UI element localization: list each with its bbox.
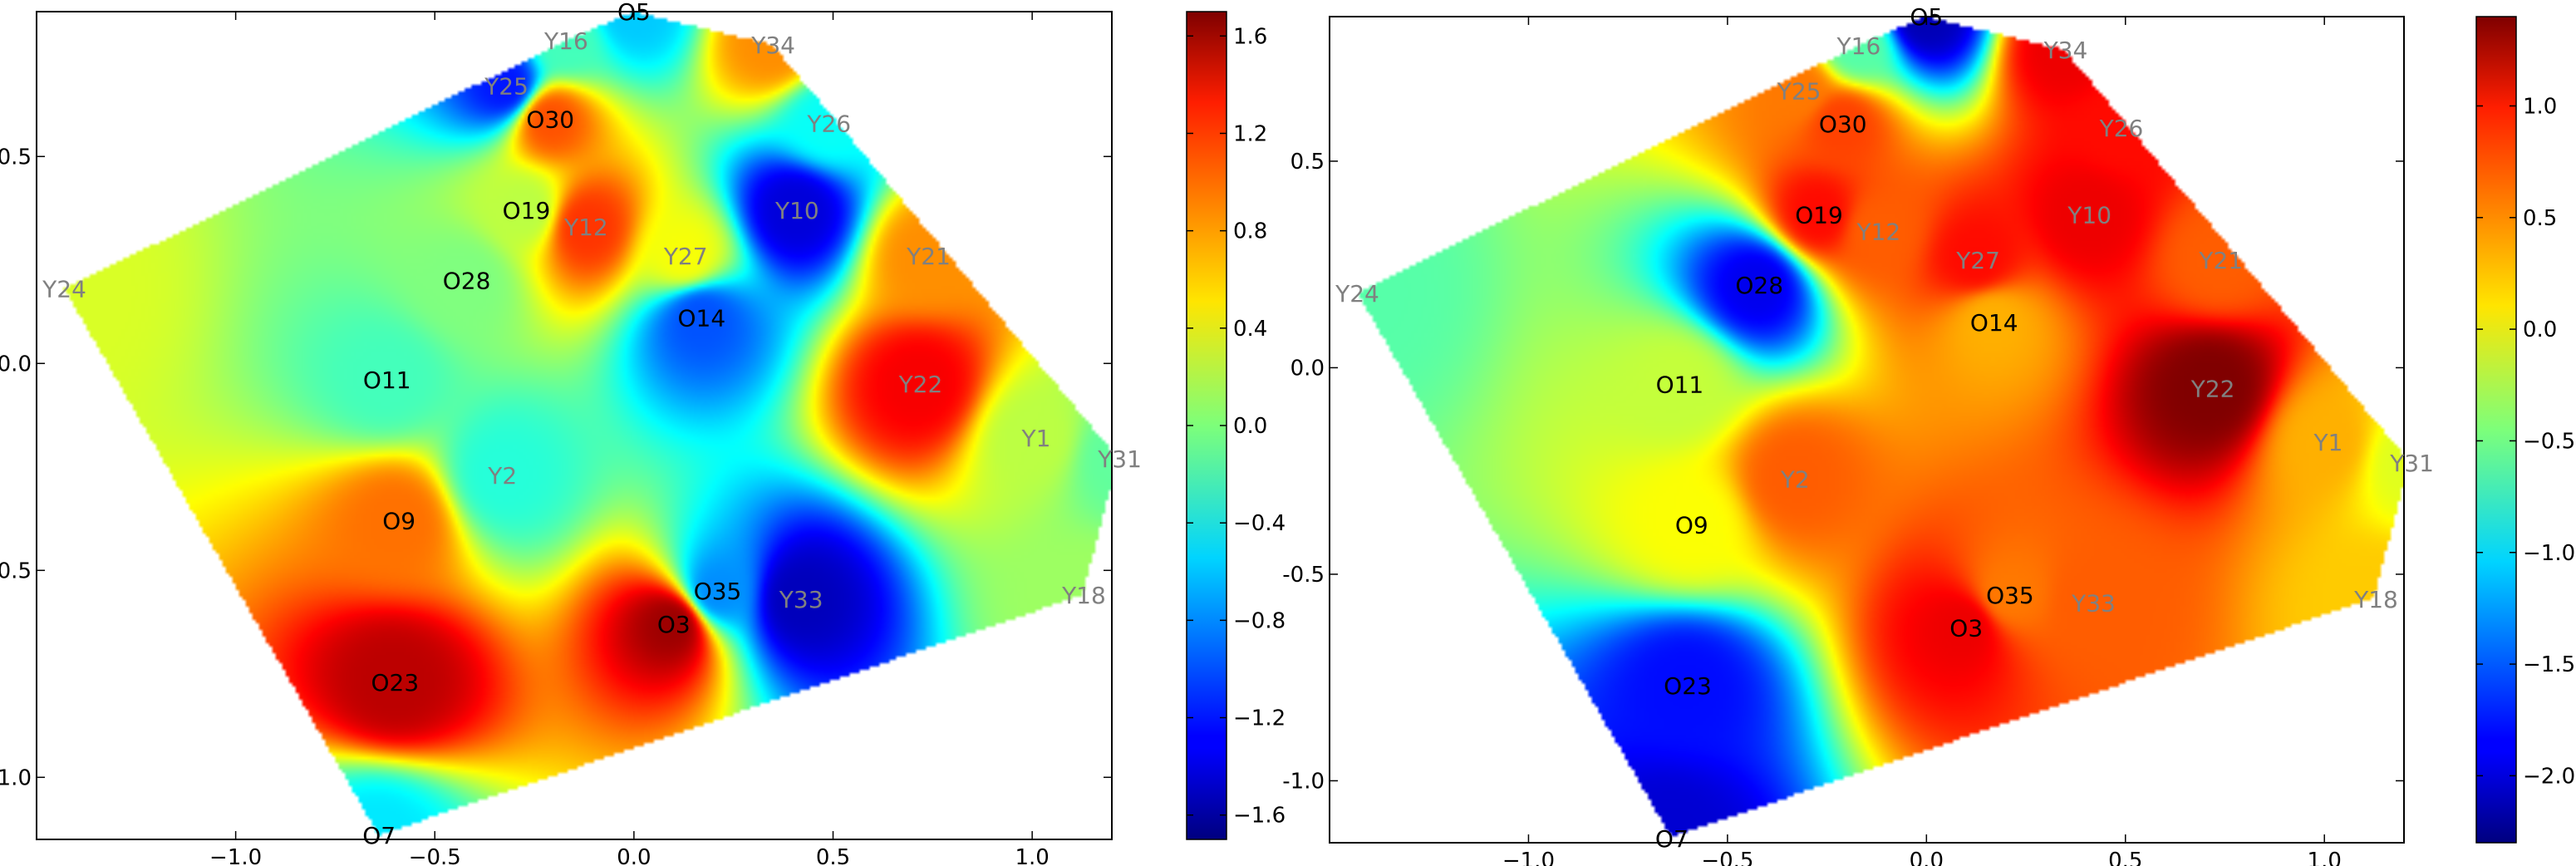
x-tick-label: 1.0 — [1015, 845, 1049, 866]
point-label-y33: Y33 — [2071, 590, 2116, 618]
y-tick-label: 0.0 — [1290, 356, 1325, 381]
colorbar-tick-label: −0.8 — [1233, 608, 1286, 633]
colorbar-tick-label: 0.0 — [1233, 414, 1267, 439]
right-heatmap-panel: −1.0 −0.5 0.0 0.5 1.0 0.5 0.0 -0.5 -1.0 O5 Y16 Y34 Y… — [1282, 3, 2575, 866]
point-label-y34: Y34 — [2043, 37, 2088, 64]
point-label-y2: Y2 — [1780, 466, 1810, 494]
x-tick-label: 0.0 — [617, 845, 651, 866]
left-heatmap-panel: −1.0 −0.5 0.0 0.5 1.0 0.5 0.0 0.5 1.0 O5 Y16 Y34 Y25… — [0, 0, 1286, 866]
point-label-y18: Y18 — [1061, 582, 1106, 609]
y-tick-label: 0.5 — [1290, 150, 1325, 175]
colorbar — [2475, 16, 2517, 844]
point-label-y27: Y27 — [663, 243, 708, 270]
y-tick-label: 1.0 — [0, 765, 32, 790]
x-tick-label: −0.5 — [1701, 849, 1753, 866]
colorbar-tick-label: −1.6 — [1233, 804, 1286, 829]
point-label-y25: Y25 — [484, 73, 528, 101]
point-label-o5: O5 — [1910, 3, 1943, 31]
colorbar-tick-label: 1.0 — [2523, 94, 2557, 119]
point-label-y12: Y12 — [1856, 218, 1900, 245]
point-label-y27: Y27 — [1955, 247, 2000, 274]
point-label-y10: Y10 — [2067, 202, 2111, 229]
point-label-y16: Y16 — [543, 27, 588, 55]
point-label-y31: Y31 — [2389, 450, 2434, 477]
point-label-o30: O30 — [1819, 111, 1867, 138]
point-label-o35: O35 — [694, 578, 742, 605]
point-label-y34: Y34 — [750, 32, 795, 59]
y-tick-label: 0.5 — [0, 145, 32, 170]
point-label-o3: O3 — [657, 611, 691, 638]
heatmap-field — [1330, 17, 2404, 843]
point-label-o19: O19 — [503, 197, 551, 224]
point-label-y26: Y26 — [2099, 115, 2144, 142]
colorbar-tick-label: 0.4 — [1233, 317, 1267, 342]
point-label-o30: O30 — [526, 106, 574, 133]
x-tick-label: −0.5 — [409, 845, 461, 866]
point-label-o11: O11 — [363, 367, 411, 394]
point-label-y1: Y1 — [2313, 429, 2343, 456]
colorbar-tick-label: 1.6 — [1233, 24, 1267, 49]
axes-frame — [1329, 16, 2405, 844]
point-label-o23: O23 — [1664, 672, 1712, 700]
colorbar-tick-label: −0.4 — [1233, 511, 1286, 536]
x-tick-label: 0.5 — [2108, 849, 2142, 866]
point-label-o19: O19 — [1795, 202, 1843, 229]
axes-frame — [36, 11, 1113, 840]
point-label-y10: Y10 — [774, 197, 819, 224]
colorbar-tick-label: −2.0 — [2523, 764, 2575, 789]
y-tick-label: -0.5 — [1282, 563, 1325, 588]
colorbar-tick-label: 0.8 — [1233, 219, 1267, 244]
point-label-y12: Y12 — [563, 214, 608, 241]
heatmap-field — [37, 12, 1112, 839]
colorbar-tick-label: −1.0 — [2523, 541, 2575, 566]
point-label-o3: O3 — [1949, 615, 1983, 642]
point-label-o28: O28 — [1735, 272, 1783, 299]
point-label-y33: Y33 — [779, 586, 823, 613]
point-label-o35: O35 — [1986, 582, 2034, 609]
y-tick-label: -1.0 — [1282, 769, 1325, 794]
point-label-o9: O9 — [1675, 511, 1708, 539]
y-tick-label: 0.0 — [0, 352, 32, 376]
point-label-y31: Y31 — [1097, 445, 1142, 473]
point-label-y21: Y21 — [2198, 247, 2243, 274]
x-tick-label: −1.0 — [209, 845, 262, 866]
colorbar-tick-label: 0.0 — [2523, 317, 2557, 342]
point-label-y21: Y21 — [906, 243, 951, 270]
point-label-o7: O7 — [362, 822, 396, 849]
point-label-y2: Y2 — [487, 462, 517, 490]
point-label-o14: O14 — [1970, 309, 2018, 337]
point-label-o9: O9 — [382, 508, 415, 535]
point-label-o7: O7 — [1655, 825, 1689, 853]
colorbar-tick-label: −1.5 — [2523, 652, 2575, 677]
point-label-o11: O11 — [1656, 371, 1704, 398]
point-label-o5: O5 — [617, 0, 651, 26]
point-label-o28: O28 — [443, 268, 491, 295]
point-label-y16: Y16 — [1836, 32, 1881, 60]
colorbar-tick-label: −0.5 — [2523, 429, 2575, 454]
point-label-o14: O14 — [678, 305, 726, 332]
colorbar-tick-label: 0.5 — [2523, 206, 2557, 231]
point-label-y18: Y18 — [2353, 586, 2398, 613]
x-tick-label: 0.5 — [816, 845, 850, 866]
point-label-o23: O23 — [371, 669, 419, 696]
point-label-y22: Y22 — [898, 371, 943, 398]
point-label-y25: Y25 — [1777, 77, 1821, 105]
x-tick-label: −1.0 — [1502, 849, 1555, 866]
point-label-y24: Y24 — [1335, 280, 1379, 308]
colorbar-tick-label: −1.2 — [1233, 706, 1286, 731]
x-tick-label: 0.0 — [1910, 849, 1944, 866]
point-label-y1: Y1 — [1020, 425, 1050, 452]
point-label-y26: Y26 — [806, 110, 851, 137]
colorbar-tick-label: 1.2 — [1233, 121, 1267, 146]
y-tick-label: 0.5 — [0, 558, 32, 583]
point-label-y22: Y22 — [2190, 375, 2235, 402]
x-tick-label: 1.0 — [2308, 849, 2342, 866]
point-label-y24: Y24 — [42, 276, 86, 303]
